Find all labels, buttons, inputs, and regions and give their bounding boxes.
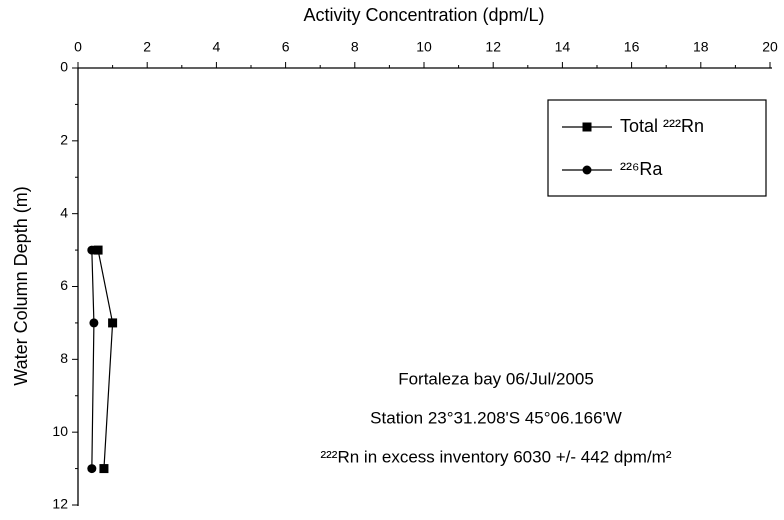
- legend-box: [547, 99, 767, 197]
- annotation: ²²²Rn in excess inventory 6030 +/- 442 d…: [320, 447, 671, 466]
- y-tick-label: 4: [60, 204, 68, 220]
- marker: [93, 245, 103, 255]
- x-tick-label: 20: [762, 39, 778, 55]
- legend-label: ²²⁶Ra: [620, 159, 663, 179]
- x-tick-label: 6: [282, 39, 290, 55]
- x-tick-label: 18: [693, 39, 709, 55]
- y-tick-label: 2: [60, 132, 68, 148]
- x-tick-label: 16: [624, 39, 640, 55]
- x-axis-label: Activity Concentration (dpm/L): [303, 5, 544, 25]
- x-tick-label: 0: [74, 39, 82, 55]
- annotation: Station 23°31.208'S 45°06.166'W: [370, 408, 622, 427]
- y-tick-label: 10: [52, 423, 68, 439]
- x-tick-label: 10: [416, 39, 432, 55]
- y-tick-label: 6: [60, 277, 68, 293]
- y-tick-label: 12: [52, 496, 68, 512]
- marker: [99, 464, 109, 474]
- series-line: [97, 249, 114, 469]
- x-tick-label: 2: [143, 39, 151, 55]
- x-tick-label: 12: [485, 39, 501, 55]
- marker: [108, 318, 118, 328]
- y-tick-label: 8: [60, 350, 68, 366]
- marker: [87, 245, 97, 255]
- marker: [582, 122, 592, 132]
- annotation: Fortaleza bay 06/Jul/2005: [398, 369, 594, 388]
- marker: [87, 464, 97, 474]
- y-axis-label: Water Column Depth (m): [11, 186, 31, 385]
- marker: [89, 318, 99, 328]
- y-tick-label: 0: [60, 59, 68, 75]
- x-tick-label: 4: [213, 39, 221, 55]
- series-line: [91, 250, 95, 469]
- x-tick-label: 8: [351, 39, 359, 55]
- marker: [582, 165, 592, 175]
- legend-label: Total ²²²Rn: [620, 116, 704, 136]
- x-tick-label: 14: [555, 39, 571, 55]
